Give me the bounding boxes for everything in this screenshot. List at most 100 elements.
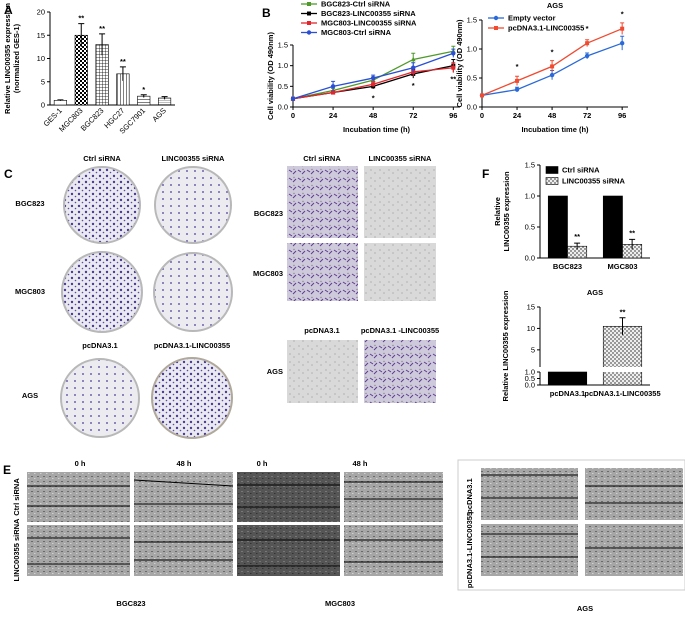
y-axis-label: (normalized GES-1): [12, 23, 21, 93]
error-bar: [629, 238, 636, 250]
y-tick-label: 0: [41, 101, 45, 110]
y-tick-label: 5: [531, 345, 535, 354]
time-label: 0 h: [75, 459, 86, 468]
y-tick-label: 0.5: [525, 374, 535, 383]
column-label: Ctrl siRNA: [83, 154, 121, 163]
y-tick-label: 5: [41, 77, 45, 86]
bar: [602, 325, 643, 386]
invasion-image: [364, 243, 436, 301]
column-label: pcDNA3.1: [82, 341, 117, 350]
legend-label: Ctrl siRNA: [562, 166, 600, 175]
marker: [480, 93, 484, 98]
axis-break: [602, 367, 643, 372]
y-axis-label: Relative LINC00355 expression: [3, 3, 12, 114]
legend-marker: [494, 26, 498, 30]
marker: [290, 96, 296, 101]
bar: [547, 195, 568, 259]
x-tick-label: pcDNA3.1-LINC00355: [584, 389, 660, 398]
row-label: pcDNA3.1-LINC00355: [465, 512, 474, 588]
wound-image: [134, 525, 233, 576]
row-label: BGC823: [254, 209, 283, 218]
legend-label: Empty vector: [508, 14, 556, 23]
legend-marker: [493, 15, 499, 21]
x-tick-label: 72: [583, 111, 591, 120]
row-label: Ctrl siRNA: [12, 478, 21, 516]
marker: [619, 41, 625, 46]
error-bar: [619, 317, 626, 335]
y-tick-label: 15: [527, 303, 535, 312]
wound-image: [344, 472, 443, 522]
x-tick-label: 0: [291, 111, 295, 120]
wound-image: [481, 468, 578, 520]
legend-label: MGC803-Ctrl siRNA: [321, 28, 392, 37]
legend-label: pcDNA3.1-LINC00355: [508, 24, 584, 33]
colony-panel: Ctrl siRNA LINC00355 siRNA BGC823 MGC803…: [15, 154, 233, 439]
significance: **: [620, 308, 626, 317]
x-tick-label: 24: [329, 111, 338, 120]
y-tick-label: 1.5: [278, 41, 288, 50]
marker: [549, 72, 555, 78]
chart-title: AGS: [547, 1, 563, 10]
y-tick-label: 10: [527, 324, 535, 333]
significance: *: [142, 85, 145, 94]
error-bar: [161, 96, 168, 100]
panel-letter: F: [482, 167, 489, 181]
significance: **: [78, 14, 84, 23]
marker: [515, 78, 520, 83]
y-tick-label: 20: [37, 8, 45, 17]
marker: [330, 84, 336, 89]
significance: **: [574, 232, 580, 241]
y-tick-label: 1.0: [278, 61, 288, 70]
y-tick-label: 1.5: [467, 16, 477, 25]
wound-image: [27, 525, 130, 576]
wound-image: [585, 524, 683, 576]
invasion-image: [287, 166, 358, 238]
error-bar: [574, 242, 581, 250]
marker: [370, 75, 376, 81]
significance: **: [629, 228, 635, 237]
column-label: Ctrl siRNA: [303, 154, 341, 163]
legend-label: BGC823-Ctrl siRNA: [321, 0, 391, 9]
y-tick-label: 0.5: [467, 74, 477, 83]
colony-plate: [63, 166, 141, 244]
row-label: MGC803: [15, 287, 45, 296]
colony-plate: [154, 166, 232, 244]
x-tick-label: 72: [409, 111, 417, 120]
panel-letter: E: [3, 463, 11, 477]
significance: *: [516, 62, 519, 71]
frame: [457, 459, 685, 591]
y-tick-label: 15: [37, 31, 45, 40]
wound-image: [344, 525, 443, 576]
legend-swatch: [545, 166, 559, 174]
y-tick-label: 1.0: [525, 368, 535, 377]
column-label: pcDNA3.1: [304, 326, 339, 335]
error-bar: [119, 66, 126, 81]
cell-line-label: AGS: [577, 604, 593, 613]
y-tick-label: 0.0: [467, 103, 477, 112]
time-label: 48 h: [176, 459, 191, 468]
cell-line-label: BGC823: [116, 599, 145, 608]
x-tick-label: BGC823: [79, 106, 106, 133]
marker: [585, 41, 590, 46]
y-tick-label: 0.0: [525, 254, 535, 263]
legend-label: MGC803-LINC00355 siRNA: [321, 19, 417, 28]
wound-panel: 0 h 48 h 0 h 48 h Ctrl siRNA LINC00355 s…: [12, 459, 685, 613]
y-axis-label: LINC00355 expression: [502, 171, 511, 251]
y-tick-label: 1.5: [525, 161, 535, 170]
panel-letter: A: [4, 3, 13, 17]
x-tick-label: BGC823: [553, 262, 582, 271]
x-tick-label: pcDNA3.1: [550, 389, 585, 398]
marker: [584, 53, 590, 59]
panel-letter: B: [262, 6, 271, 20]
y-axis-label: Relative: [493, 197, 502, 226]
x-tick-label: AGS: [150, 106, 168, 124]
marker: [550, 64, 555, 69]
significance: *: [621, 10, 624, 19]
panel-letter: C: [4, 167, 13, 181]
marker: [371, 82, 376, 87]
column-label: pcDNA3.1 -LINC00355: [361, 326, 439, 335]
invasion-image: [287, 340, 358, 403]
marker: [451, 51, 456, 56]
x-tick-label: MGC803: [607, 262, 637, 271]
x-axis-label: Incubation time (h): [521, 125, 589, 134]
